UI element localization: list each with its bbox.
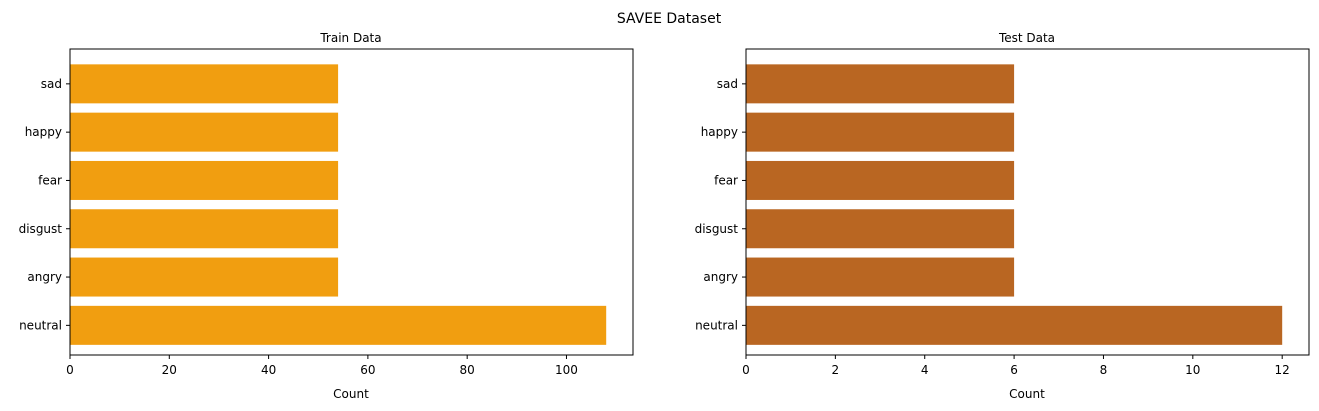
test-bars xyxy=(746,64,1283,345)
train-y-tick-label: disgust xyxy=(19,222,63,236)
train-x-tick-label: 40 xyxy=(261,363,276,377)
test-x-tick-label: 4 xyxy=(921,363,929,377)
train-y-tick-label: happy xyxy=(25,125,62,139)
train-chart-title: Train Data xyxy=(319,31,381,45)
test-x-tick-label: 10 xyxy=(1185,363,1200,377)
train-x-tick-label: 20 xyxy=(162,363,177,377)
test-bar-sad xyxy=(746,64,1015,104)
train-y-tick-label: neutral xyxy=(19,318,62,332)
test-y-tick-label: disgust xyxy=(695,222,739,236)
test-x-tick-label: 0 xyxy=(742,363,750,377)
train-axes-frame xyxy=(69,48,634,356)
train-bar-fear xyxy=(70,160,339,200)
train-x-axis-label: Count xyxy=(333,387,369,401)
test-x-ticks: 0 2 4 6 8 10 12 xyxy=(742,355,1290,377)
train-bar-happy xyxy=(70,112,339,152)
test-x-tick-label: 12 xyxy=(1275,363,1290,377)
train-x-tick-label: 100 xyxy=(555,363,578,377)
train-x-tick-label: 0 xyxy=(66,363,74,377)
train-x-tick-label: 60 xyxy=(360,363,375,377)
test-y-tick-label: sad xyxy=(717,77,738,91)
test-bar-happy xyxy=(746,112,1015,152)
test-axes-frame xyxy=(745,48,1310,356)
train-x-tick-label: 80 xyxy=(460,363,475,377)
figure-title: SAVEE Dataset xyxy=(617,11,722,27)
train-bar-disgust xyxy=(70,209,339,249)
train-bars xyxy=(70,64,607,345)
train-bar-angry xyxy=(70,257,339,297)
test-bar-angry xyxy=(746,257,1015,297)
test-y-ticks: neutral angry disgust fear happy sad xyxy=(695,77,746,332)
test-x-tick-label: 2 xyxy=(832,363,840,377)
test-bar-neutral xyxy=(746,305,1283,345)
train-x-ticks: 0 20 40 60 80 100 xyxy=(66,355,578,377)
train-y-ticks: neutral angry disgust fear happy sad xyxy=(19,77,70,332)
train-y-tick-label: fear xyxy=(38,173,62,187)
train-y-tick-label: sad xyxy=(41,77,62,91)
train-data-chart: Train Data Count neutral angry disgust fear… xyxy=(19,31,634,401)
test-x-axis-label: Count xyxy=(1009,387,1045,401)
test-y-tick-label: fear xyxy=(714,173,738,187)
train-bar-neutral xyxy=(70,305,607,345)
test-data-chart: Test Data Count neutral angry disgust fear h… xyxy=(695,31,1310,401)
train-y-tick-label: angry xyxy=(27,270,62,284)
test-y-tick-label: happy xyxy=(701,125,738,139)
test-y-tick-label: angry xyxy=(703,270,738,284)
train-bar-sad xyxy=(70,64,339,104)
test-x-tick-label: 8 xyxy=(1100,363,1108,377)
test-bar-disgust xyxy=(746,209,1015,249)
test-chart-title: Test Data xyxy=(998,31,1055,45)
test-y-tick-label: neutral xyxy=(695,318,738,332)
test-bar-fear xyxy=(746,160,1015,200)
test-x-tick-label: 6 xyxy=(1010,363,1018,377)
